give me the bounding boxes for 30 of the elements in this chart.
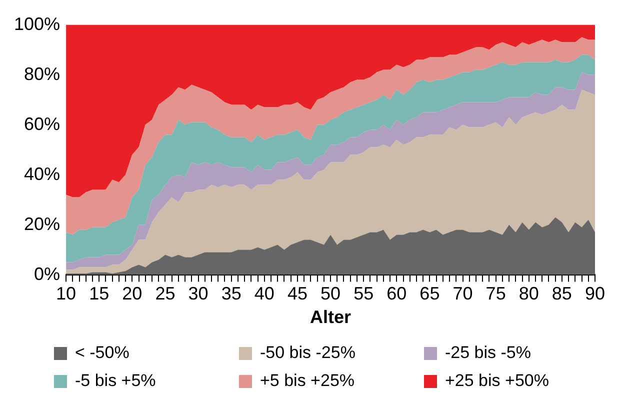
x-tick-label: 90 <box>584 284 606 304</box>
x-tick-label: 50 <box>320 284 341 304</box>
legend-label: +25 bis +50% <box>445 371 549 391</box>
x-tick-label: 75 <box>486 284 506 304</box>
x-tick-label: 40 <box>254 284 274 304</box>
x-tick-label: 65 <box>420 284 440 304</box>
y-tick-label: 40% <box>24 164 60 184</box>
x-tick-label: 15 <box>89 284 110 304</box>
y-tick-label: 80% <box>24 64 60 84</box>
x-axis-title: Alter <box>310 307 352 328</box>
y-tick-label: 100% <box>14 14 60 34</box>
x-tick-label: 85 <box>552 284 572 304</box>
x-tick-label: 55 <box>354 284 374 304</box>
x-tick-label: 45 <box>287 284 308 304</box>
x-tick-label: 20 <box>122 284 142 304</box>
y-tick-label: 60% <box>24 114 60 134</box>
y-tick-label: 0% <box>34 264 60 284</box>
y-tick-label: 20% <box>24 214 60 234</box>
x-tick-label: 60 <box>386 284 407 304</box>
x-tick-label: 35 <box>221 284 242 304</box>
x-tick-label: 25 <box>155 284 176 304</box>
legend-label: -50 bis -25% <box>260 343 356 363</box>
x-tick-label: 10 <box>56 284 76 304</box>
legend-label: +5 bis +25% <box>260 371 355 391</box>
legend-label: -5 bis +5% <box>75 371 156 391</box>
x-tick-label: 70 <box>452 284 473 304</box>
x-tick-label: 80 <box>518 284 539 304</box>
legend-label: < -50% <box>75 343 130 363</box>
legend-label: -25 bis -5% <box>445 343 531 363</box>
x-tick-label: 30 <box>188 284 208 304</box>
